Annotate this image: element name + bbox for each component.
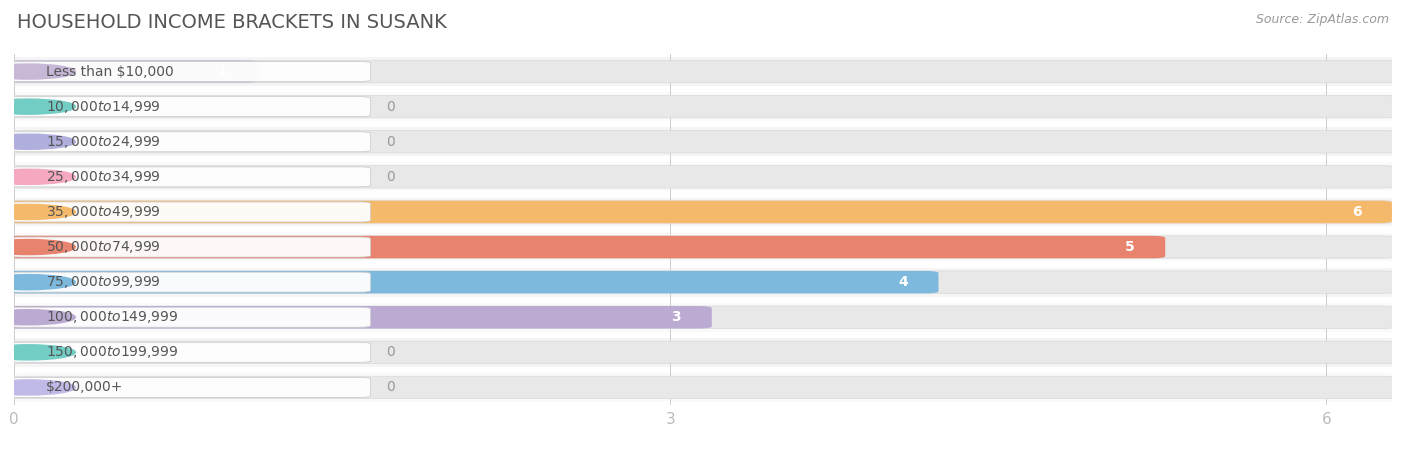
FancyBboxPatch shape [6, 271, 1396, 293]
FancyBboxPatch shape [10, 378, 371, 397]
FancyBboxPatch shape [6, 201, 1392, 223]
Text: 4: 4 [898, 275, 908, 289]
Circle shape [0, 380, 76, 395]
Text: $15,000 to $24,999: $15,000 to $24,999 [46, 134, 160, 150]
FancyBboxPatch shape [10, 342, 371, 362]
FancyBboxPatch shape [14, 373, 1392, 402]
Text: Less than $10,000: Less than $10,000 [46, 64, 173, 79]
FancyBboxPatch shape [6, 60, 259, 83]
FancyBboxPatch shape [10, 97, 371, 117]
FancyBboxPatch shape [14, 303, 1392, 332]
FancyBboxPatch shape [10, 62, 371, 81]
Circle shape [0, 64, 76, 79]
Text: 6: 6 [1351, 205, 1361, 219]
FancyBboxPatch shape [14, 198, 1392, 226]
FancyBboxPatch shape [6, 95, 1396, 118]
Text: $150,000 to $199,999: $150,000 to $199,999 [46, 344, 179, 360]
Text: $10,000 to $14,999: $10,000 to $14,999 [46, 99, 160, 115]
Circle shape [0, 274, 76, 290]
Text: $25,000 to $34,999: $25,000 to $34,999 [46, 169, 160, 185]
FancyBboxPatch shape [14, 233, 1392, 261]
FancyBboxPatch shape [6, 236, 1166, 258]
FancyBboxPatch shape [10, 167, 371, 187]
Circle shape [0, 239, 76, 255]
Circle shape [0, 99, 76, 114]
FancyBboxPatch shape [6, 166, 1396, 188]
FancyBboxPatch shape [6, 341, 1396, 364]
Text: $100,000 to $149,999: $100,000 to $149,999 [46, 309, 179, 325]
FancyBboxPatch shape [10, 272, 371, 292]
FancyBboxPatch shape [6, 271, 938, 293]
Text: 0: 0 [385, 380, 395, 395]
FancyBboxPatch shape [6, 201, 1396, 223]
FancyBboxPatch shape [6, 376, 1396, 399]
Circle shape [0, 134, 76, 149]
FancyBboxPatch shape [14, 92, 1392, 121]
FancyBboxPatch shape [6, 306, 711, 328]
Text: 0: 0 [385, 135, 395, 149]
Text: $200,000+: $200,000+ [46, 380, 124, 395]
FancyBboxPatch shape [6, 60, 1396, 83]
Text: $50,000 to $74,999: $50,000 to $74,999 [46, 239, 160, 255]
Text: $75,000 to $99,999: $75,000 to $99,999 [46, 274, 160, 290]
Text: 3: 3 [672, 310, 681, 324]
Text: Source: ZipAtlas.com: Source: ZipAtlas.com [1256, 14, 1389, 27]
FancyBboxPatch shape [14, 57, 1392, 86]
FancyBboxPatch shape [14, 338, 1392, 367]
Circle shape [0, 345, 76, 360]
Text: 0: 0 [385, 99, 395, 114]
Text: HOUSEHOLD INCOME BRACKETS IN SUSANK: HOUSEHOLD INCOME BRACKETS IN SUSANK [17, 14, 447, 32]
FancyBboxPatch shape [6, 130, 1396, 153]
FancyBboxPatch shape [6, 306, 1396, 328]
FancyBboxPatch shape [10, 237, 371, 257]
FancyBboxPatch shape [10, 307, 371, 327]
FancyBboxPatch shape [14, 162, 1392, 191]
FancyBboxPatch shape [10, 202, 371, 222]
FancyBboxPatch shape [6, 236, 1396, 258]
Text: 1: 1 [218, 64, 228, 79]
Text: 0: 0 [385, 170, 395, 184]
Text: 5: 5 [1125, 240, 1135, 254]
FancyBboxPatch shape [14, 268, 1392, 297]
FancyBboxPatch shape [14, 127, 1392, 156]
Circle shape [0, 169, 76, 184]
Text: $35,000 to $49,999: $35,000 to $49,999 [46, 204, 160, 220]
Circle shape [0, 204, 76, 220]
Circle shape [0, 310, 76, 325]
FancyBboxPatch shape [10, 132, 371, 152]
Text: 0: 0 [385, 345, 395, 360]
